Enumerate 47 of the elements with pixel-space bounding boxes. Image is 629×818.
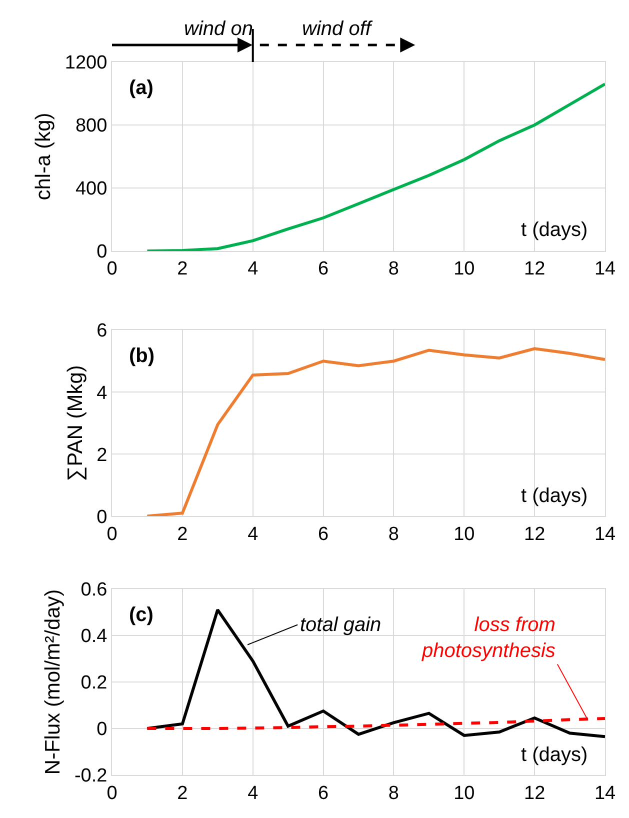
- x-tick-label: 2: [177, 258, 188, 280]
- y-axis-title: N-Flux (mol/m²/day): [42, 589, 65, 775]
- x-tick-label: 8: [388, 258, 399, 280]
- x-tick-label: 6: [318, 258, 329, 280]
- x-tick-label: 10: [454, 782, 475, 804]
- x-tick-label: 4: [248, 258, 259, 280]
- y-tick-label: 1200: [64, 52, 108, 74]
- text: wind on: [184, 18, 253, 40]
- x-tick-label: 6: [318, 524, 329, 545]
- y-tick-label: -0.2: [74, 766, 108, 787]
- y-tick-label: 0.6: [80, 580, 108, 601]
- y-tick-label: 2: [96, 444, 108, 466]
- x-tick-label: 4: [248, 782, 259, 804]
- x-tick-label: 12: [524, 782, 546, 804]
- x-tick-label: 2: [177, 782, 188, 804]
- y-tick-label: 0: [96, 719, 108, 740]
- x-tick-label: 12: [524, 524, 546, 545]
- x-tick-label: 8: [388, 782, 399, 804]
- x-tick-label: 14: [594, 258, 616, 280]
- x-tick-label: 4: [248, 524, 259, 545]
- y-tick-label: 6: [96, 320, 108, 342]
- y-tick-label: 0: [96, 242, 108, 263]
- annotation: t (days): [521, 485, 588, 507]
- y-tick-label: 0.4: [80, 626, 108, 648]
- y-tick-label: 800: [75, 116, 108, 137]
- x-tick-label: 12: [524, 258, 546, 280]
- x-tick-label: 14: [594, 524, 616, 545]
- y-tick-label: 4: [96, 382, 108, 404]
- x-tick-label: 14: [594, 782, 616, 804]
- x-tick-label: 6: [318, 782, 329, 804]
- x-tick-label: 10: [454, 524, 475, 545]
- x-tick-label: 8: [388, 524, 399, 545]
- annotation: (c): [129, 604, 154, 626]
- annotation: loss from photosynthesis: [421, 614, 556, 662]
- annotation: t (days): [521, 219, 588, 241]
- y-tick-label: 0: [96, 506, 108, 528]
- y-axis-title: ∑PAN (Mkg): [64, 365, 87, 482]
- x-tick-label: 10: [454, 258, 475, 280]
- y-tick-label: 400: [75, 178, 108, 200]
- annotation: total gain: [300, 614, 382, 636]
- annotation: (a): [129, 77, 154, 99]
- y-axis-title: chl-a (kg): [32, 112, 56, 200]
- annotation: t (days): [521, 744, 588, 766]
- annotation: (b): [129, 345, 155, 367]
- x-tick-label: 2: [177, 524, 188, 545]
- text: wind off: [302, 18, 374, 40]
- y-tick-label: 0.2: [80, 672, 108, 694]
